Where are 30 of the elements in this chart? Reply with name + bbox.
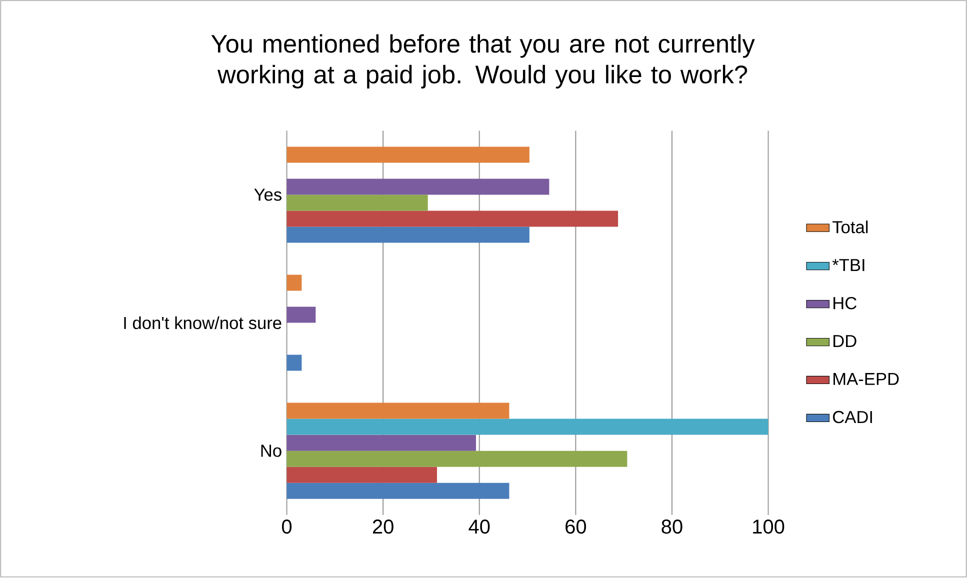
legend-label: HC <box>834 297 856 310</box>
y-tick-label: No <box>261 445 282 458</box>
x-tick-label: 0 <box>282 520 292 534</box>
legend-label: CADI <box>832 411 872 424</box>
bar <box>286 210 618 227</box>
bar <box>286 483 510 500</box>
bar <box>286 194 428 211</box>
chart-title: You mentioned before that you are not currently working at a paid job. Would you like to work? <box>211 34 755 89</box>
x-tick-label: 100 <box>753 520 784 534</box>
bar <box>286 451 628 468</box>
x-tick-label: 80 <box>662 520 682 534</box>
legend-label: *TBI <box>832 259 864 272</box>
y-tick-label: I don't know/not sure <box>124 316 282 330</box>
legend-label: Total <box>832 220 868 234</box>
bar <box>286 274 302 291</box>
y-tick-label: Yes <box>254 188 282 202</box>
bar <box>286 419 768 436</box>
bar <box>286 355 302 372</box>
x-tick-label: 20 <box>372 520 394 534</box>
x-tick-label: 40 <box>468 520 490 534</box>
bar <box>286 226 530 243</box>
bar <box>286 178 550 195</box>
bar <box>286 435 476 452</box>
bar <box>286 467 437 484</box>
bar <box>286 307 316 324</box>
bar <box>286 146 530 163</box>
bar <box>286 403 510 420</box>
legend-label: DD <box>834 335 856 348</box>
x-tick-label: 60 <box>566 520 586 534</box>
legend-label: MA-EPD <box>834 373 899 386</box>
